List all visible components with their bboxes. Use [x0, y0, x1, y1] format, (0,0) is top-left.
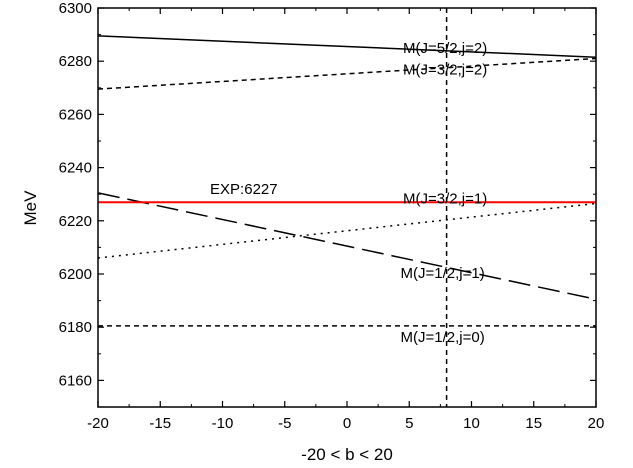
series-label-0: M(J=5/2,j=2): [403, 40, 487, 57]
series-label-4: M(J=1/2,j=0): [401, 329, 485, 346]
series-label-2: M(J=3/2,j=1): [403, 191, 487, 208]
y-tick-label: 6260: [59, 106, 92, 123]
x-tick-label: 5: [405, 415, 413, 432]
y-tick-label: 6160: [59, 372, 92, 389]
y-tick-label: 6300: [59, 0, 92, 17]
series-line-1: [97, 57, 597, 90]
y-tick-label: 6220: [59, 213, 92, 230]
series-line-2: [97, 202, 597, 259]
x-axis: -20 -15 -10 -5 0 5 10 15 20: [87, 8, 604, 432]
x-tick-label: -10: [212, 415, 234, 432]
x-tick-label: 20: [588, 415, 605, 432]
series-label-3: M(J=1/2,j=1): [401, 265, 485, 282]
x-tick-label: -15: [149, 415, 171, 432]
y-tick-label: 6200: [59, 266, 92, 283]
series-label-5: EXP:6227: [210, 181, 278, 198]
x-tick-label: 15: [525, 415, 542, 432]
x-tick-label: -20: [87, 415, 109, 432]
x-tick-label: -5: [278, 415, 291, 432]
series-line-0: [97, 35, 597, 58]
y-tick-label: 6240: [59, 160, 92, 177]
series-line-3: [97, 192, 597, 301]
x-tick-label: 10: [463, 415, 480, 432]
y-tick-label: 6180: [59, 319, 92, 336]
plot-area: M(J=5/2,j=2) M(J=3/2,j=2) M(J=3/2,j=1) M(J=…: [97, 7, 597, 408]
plot-frame: [97, 7, 597, 408]
y-tick-label: 6280: [59, 53, 92, 70]
series-label-1: M(J=3/2,j=2): [403, 62, 487, 79]
x-tick-label: 0: [343, 415, 351, 432]
y-axis-title: MeV: [21, 190, 40, 226]
y-axis: 6160 6180 6200 6220 6240 6260 6280 6300: [59, 0, 596, 408]
x-axis-title: -20 < b < 20: [301, 445, 393, 464]
